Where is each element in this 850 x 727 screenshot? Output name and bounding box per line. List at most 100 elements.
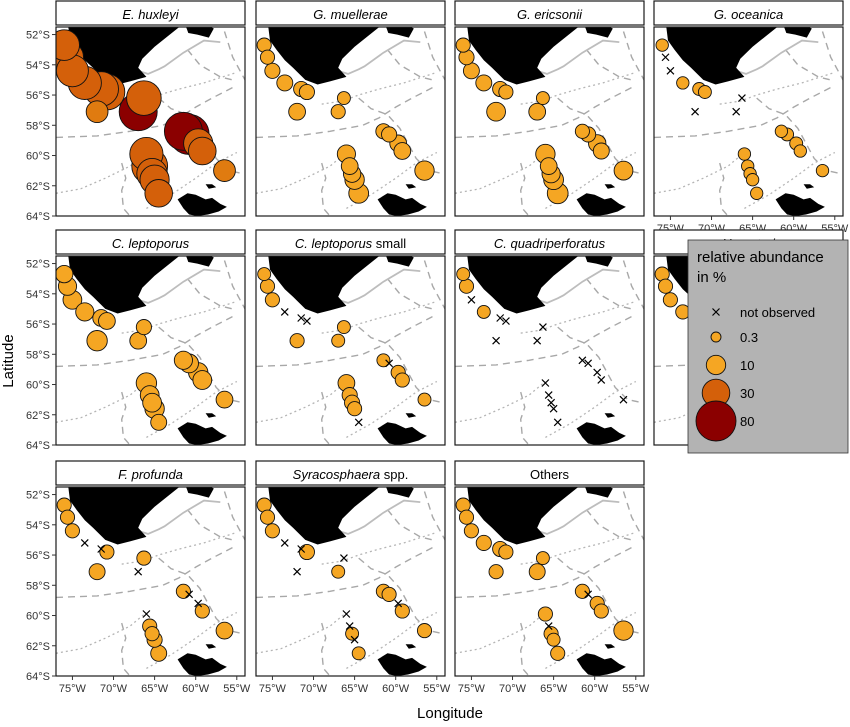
map-area (56, 27, 245, 216)
facet-title-italic: G. muellerae (313, 7, 387, 22)
land-antarctic-peninsula (377, 653, 427, 676)
facet-strip (55, 0, 246, 26)
facet-title: C. quadriperforatus (494, 236, 606, 251)
station-point (259, 278, 276, 294)
map-area (455, 27, 644, 216)
front-line (455, 315, 633, 368)
facet-panel: E. huxleyi 52°S 54°S 56°S 58°S 60°S 62°S 64°S (26, 0, 246, 223)
station-point (774, 124, 789, 138)
legend-symbol (695, 400, 737, 442)
y-tick-label: 64°S (26, 211, 50, 223)
station-point (476, 304, 491, 319)
land-antarctic-peninsula (775, 193, 825, 216)
station-point (745, 173, 760, 187)
station-point (613, 620, 634, 641)
station-point (192, 370, 213, 390)
y-tick-label: 58°S (26, 580, 50, 592)
front-line (622, 31, 644, 81)
land-south-shetlands (205, 413, 217, 418)
map-area (256, 487, 445, 676)
station-point (463, 523, 479, 539)
station-point (793, 144, 807, 158)
front-line (718, 162, 729, 216)
front-line-dotted (256, 151, 347, 194)
station-point (345, 626, 360, 641)
front-line (320, 391, 331, 445)
station-not-observed (492, 336, 501, 345)
station-point (340, 157, 359, 175)
x-tick-label: 55°W (622, 683, 650, 695)
facet-title: G. oceanica (714, 7, 783, 22)
station-point (213, 159, 236, 182)
y-tick-label: 56°S (26, 550, 50, 562)
land-south-america (467, 256, 579, 314)
y-tick-label: 54°S (26, 60, 50, 72)
station-point (330, 104, 346, 120)
front-line-dotted (520, 300, 636, 334)
station-point (259, 509, 276, 525)
legend-label: not observed (740, 305, 815, 320)
station-not-observed (691, 107, 700, 116)
station-point (592, 142, 610, 160)
station-not-observed (467, 295, 476, 304)
facet-strip (653, 0, 844, 26)
front-line-dotted (346, 611, 438, 669)
front-line-dotted (56, 611, 147, 654)
legend-symbol (705, 354, 727, 376)
facet-panel: Others 75°W 70°W 65°W 60°W 55°W (454, 460, 650, 695)
front-line (423, 31, 445, 81)
station-point (298, 543, 315, 561)
front-line-dotted (455, 151, 546, 194)
station-point (331, 564, 346, 579)
facet-panel: G. ericsonii (454, 0, 645, 217)
legend: relative abundance in % not observed 0.3 1… (687, 239, 849, 454)
land-south-shetlands (405, 413, 417, 418)
station-point (537, 606, 553, 622)
land-south-america (68, 487, 180, 545)
facet-title: F. profunda (118, 467, 183, 482)
station-point (99, 544, 115, 560)
y-tick-label: 58°S (26, 349, 50, 361)
front-line (784, 49, 831, 81)
facet-panels: E. huxleyi 52°S 54°S 56°S 58°S 60°S 62°S 64°S G.… (26, 0, 849, 695)
front-line (186, 509, 233, 541)
facet-strip (454, 0, 645, 26)
station-point (298, 83, 315, 101)
facet-title: G. ericsonii (517, 7, 583, 22)
station-not-observed (97, 545, 106, 553)
facet-strip (454, 460, 645, 486)
legend-label: 80 (740, 414, 754, 429)
station-not-observed (619, 395, 628, 404)
facet-title-italic: C. leptoporus (112, 236, 190, 251)
front-line (158, 326, 244, 404)
panel-frame (255, 255, 446, 446)
facet-panel: C. leptoporus 52°S 54°S 56°S 58°S 60°S 62°S 64°… (26, 229, 246, 452)
station-point (455, 37, 471, 53)
map-area (256, 27, 445, 216)
station-point (276, 74, 294, 92)
map-area (455, 487, 644, 676)
station-point (136, 550, 152, 566)
facet-title-italic: G. oceanica (714, 7, 783, 22)
station-point (381, 586, 397, 602)
x-tick-label: 70°W (300, 683, 328, 695)
panel-frame (454, 486, 645, 677)
station-not-observed (385, 359, 394, 368)
station-not-observed (142, 610, 151, 618)
facet-title-italic: Syracosphaera (293, 467, 380, 482)
facet-title-plain: Others (530, 467, 570, 482)
station-not-observed (549, 404, 558, 413)
facet-strip (255, 0, 446, 26)
front-line (519, 622, 530, 676)
station-point (150, 413, 168, 431)
station-point (676, 76, 690, 90)
station-not-observed (553, 418, 562, 427)
front-line (56, 86, 234, 139)
front-line (557, 557, 643, 635)
y-tick-label: 52°S (26, 259, 50, 271)
station-point (550, 645, 566, 661)
land-antarctic-peninsula (177, 193, 227, 216)
front-line-dotted (455, 380, 546, 423)
station-point (85, 100, 109, 124)
